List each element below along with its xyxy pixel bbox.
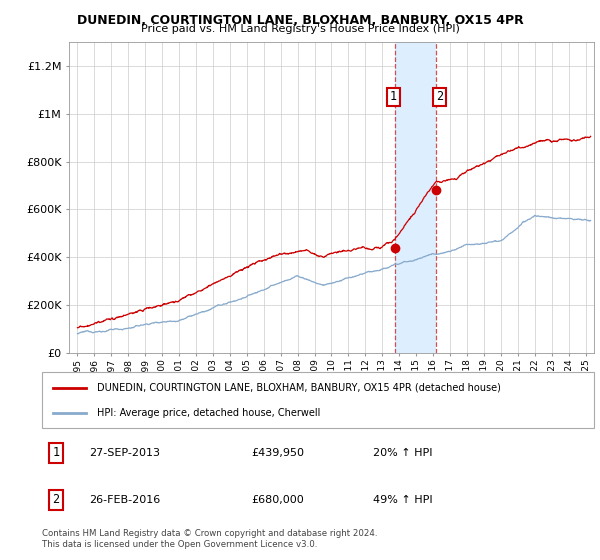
Text: Contains HM Land Registry data © Crown copyright and database right 2024.
This d: Contains HM Land Registry data © Crown c… — [42, 529, 377, 549]
Text: DUNEDIN, COURTINGTON LANE, BLOXHAM, BANBURY, OX15 4PR (detached house): DUNEDIN, COURTINGTON LANE, BLOXHAM, BANB… — [97, 382, 501, 393]
Text: 20% ↑ HPI: 20% ↑ HPI — [373, 448, 433, 458]
Text: 2: 2 — [436, 91, 443, 104]
Text: 27-SEP-2013: 27-SEP-2013 — [89, 448, 160, 458]
Bar — [395, 42, 436, 353]
Text: 1: 1 — [52, 446, 59, 459]
Text: 2: 2 — [52, 493, 59, 506]
Text: £680,000: £680,000 — [252, 495, 305, 505]
Text: Price paid vs. HM Land Registry's House Price Index (HPI): Price paid vs. HM Land Registry's House … — [140, 24, 460, 34]
Text: 1: 1 — [389, 91, 397, 104]
Text: 26-FEB-2016: 26-FEB-2016 — [89, 495, 160, 505]
Text: HPI: Average price, detached house, Cherwell: HPI: Average price, detached house, Cher… — [97, 408, 320, 418]
Text: 49% ↑ HPI: 49% ↑ HPI — [373, 495, 433, 505]
Text: DUNEDIN, COURTINGTON LANE, BLOXHAM, BANBURY, OX15 4PR: DUNEDIN, COURTINGTON LANE, BLOXHAM, BANB… — [77, 14, 523, 27]
Text: £439,950: £439,950 — [252, 448, 305, 458]
